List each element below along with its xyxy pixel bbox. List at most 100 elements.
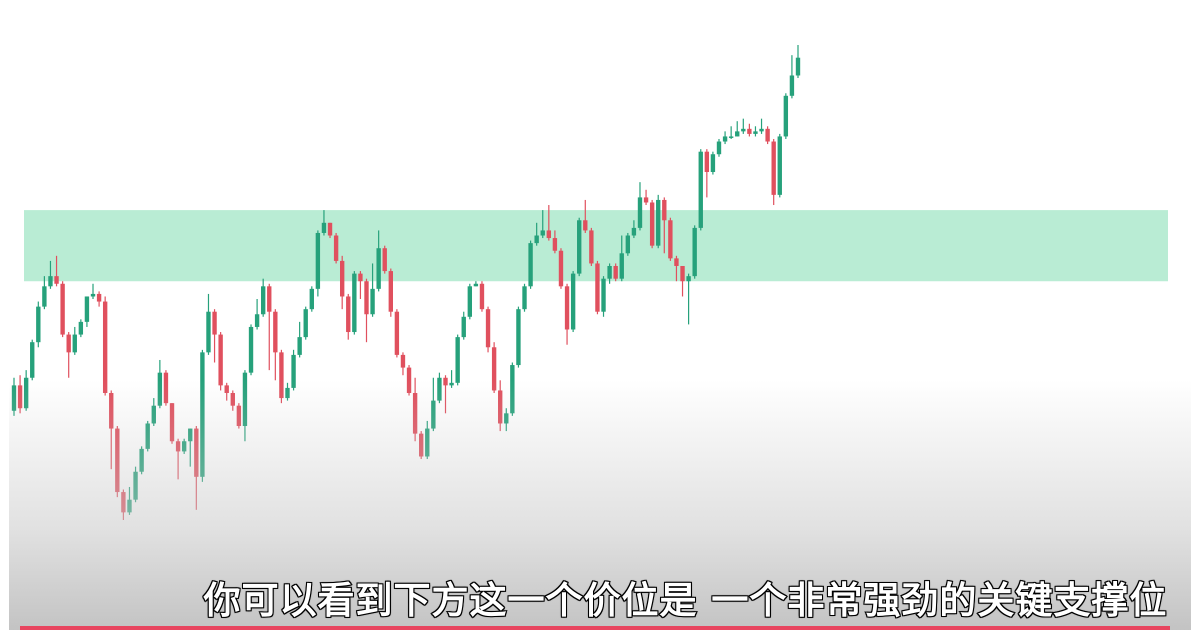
candle-down: [558, 250, 564, 287]
candle-up: [139, 448, 144, 472]
candle-up: [692, 227, 697, 277]
candle-up: [625, 235, 631, 254]
candle-down: [595, 263, 600, 312]
candle-down: [218, 334, 223, 386]
candle-down: [333, 235, 339, 261]
candle-up: [467, 286, 473, 317]
candle-down: [765, 128, 770, 142]
candle-down: [400, 354, 406, 368]
candle-down: [491, 347, 497, 391]
candle-up: [607, 265, 612, 279]
candle-up: [254, 314, 260, 327]
candle-down: [279, 352, 284, 399]
candle-down: [382, 248, 387, 272]
candle-up: [759, 128, 764, 132]
candle-up: [461, 316, 466, 338]
candle-up: [637, 197, 643, 228]
candle-up: [510, 365, 515, 414]
candle-up: [90, 293, 96, 297]
candle-up: [181, 441, 187, 452]
candle-down: [479, 283, 485, 310]
candle-up: [291, 354, 296, 388]
candle-up: [437, 377, 442, 401]
candle-down: [327, 222, 333, 236]
candle-down: [346, 296, 351, 333]
candle-up: [285, 387, 290, 399]
candle-down: [583, 220, 588, 231]
candle-up: [84, 296, 90, 322]
candle-up: [741, 128, 746, 132]
candle-down: [17, 385, 23, 409]
candle-down: [388, 271, 393, 312]
candle-up: [795, 57, 801, 76]
candle-up: [242, 372, 248, 427]
candle-up: [577, 220, 582, 274]
candle-down: [674, 258, 679, 266]
candle-down: [102, 301, 108, 393]
candle-up: [48, 276, 53, 287]
candle-down: [364, 281, 369, 315]
candle-up: [11, 385, 17, 411]
candle-up: [534, 235, 539, 244]
candle-down: [649, 202, 655, 246]
candle-up: [449, 382, 454, 386]
candle-down: [66, 334, 71, 353]
candle-down: [224, 385, 229, 393]
candle-up: [376, 248, 381, 289]
candle-up: [540, 230, 545, 236]
candle-up: [473, 283, 479, 287]
candle-down: [96, 293, 102, 302]
candle-down: [564, 286, 570, 330]
candle-up: [522, 286, 527, 310]
candle-up: [248, 326, 254, 373]
candle-down: [704, 151, 710, 173]
candle-up: [72, 334, 77, 353]
candle-down: [230, 392, 235, 406]
candle-down: [236, 405, 242, 427]
candle-up: [425, 428, 430, 457]
candle-up: [528, 243, 533, 287]
candle-up: [716, 141, 722, 155]
candle-down: [212, 311, 217, 335]
candle-up: [157, 372, 163, 406]
candle-down: [169, 403, 175, 442]
candle-up: [631, 227, 637, 236]
candle-down: [358, 273, 363, 282]
candle-down: [60, 283, 65, 335]
candle-down: [680, 265, 685, 282]
candle-down: [54, 276, 59, 284]
candle-up: [601, 278, 606, 312]
candle-up: [656, 199, 661, 246]
progress-bar: [20, 626, 1170, 630]
candle-down: [668, 220, 673, 259]
candle-up: [570, 273, 576, 330]
candle-down: [109, 392, 114, 429]
candle-up: [145, 423, 150, 449]
candle-up: [36, 306, 41, 343]
candle-down: [419, 433, 424, 457]
candle-up: [686, 276, 691, 282]
candle-down: [194, 428, 199, 477]
candle-down: [485, 309, 491, 348]
candle-up: [309, 288, 314, 310]
candle-down: [412, 392, 418, 434]
candle-down: [115, 428, 120, 493]
candle-down: [273, 311, 278, 353]
candle-up: [504, 413, 509, 424]
candle-down: [267, 286, 272, 312]
candle-down: [175, 441, 181, 452]
candle-down: [747, 128, 752, 134]
candle-up: [516, 309, 521, 366]
candle-down: [643, 197, 649, 203]
candle-up: [151, 405, 156, 424]
candle-down: [771, 141, 776, 195]
candle-up: [753, 131, 758, 134]
candle-up: [710, 154, 716, 173]
candle-up: [133, 471, 138, 500]
candle-down: [163, 372, 169, 404]
candle-up: [777, 136, 782, 195]
candle-up: [315, 232, 321, 289]
candle-up: [370, 288, 375, 315]
